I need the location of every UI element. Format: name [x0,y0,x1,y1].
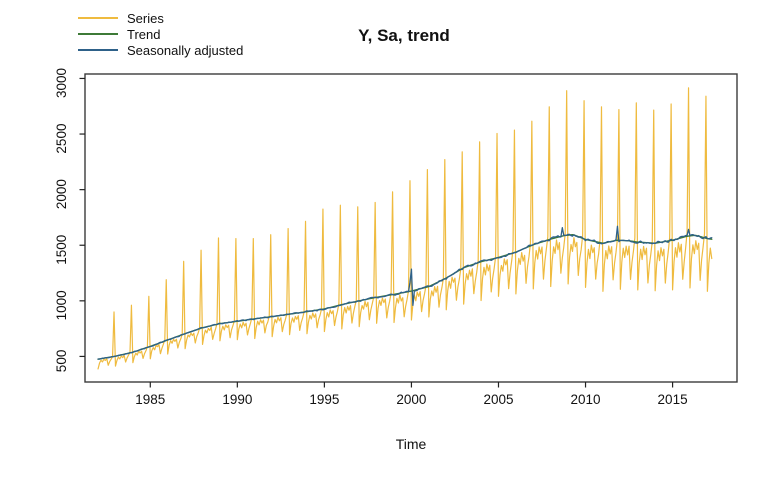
legend-item-trend: Trend [78,26,243,42]
y-tick-label: 3000 [54,68,69,98]
series-line-swatch [78,17,118,19]
legend-label-trend: Trend [127,26,161,42]
y-tick-label: 1000 [54,290,69,320]
trend-line-swatch [78,33,118,35]
x-tick-label: 1990 [222,392,252,407]
series-line [97,87,713,370]
x-tick-label: 2000 [396,392,426,407]
x-axis-label: Time [395,436,427,452]
x-tick-label: 2005 [483,392,513,407]
x-tick-label: 1985 [135,392,165,407]
y-tick-label: 2500 [54,124,69,154]
legend-item-seasonally-adjusted: Seasonally adjusted [78,42,243,58]
legend-label-seasonally-adjusted: Seasonally adjusted [127,42,244,58]
x-tick-label: 2010 [571,392,601,407]
y-tick-label: 2000 [54,179,69,209]
x-tick-label: 1995 [309,392,339,407]
seasonally-adjusted-line-swatch [78,49,118,51]
x-tick-label: 2015 [658,392,688,407]
y-tick-label: 1500 [54,235,69,265]
legend-item-series: Series [78,10,243,26]
seasonally-adjusted-line [97,225,713,360]
y-tick-label: 500 [54,350,69,373]
chart-legend: Series Trend Seasonally adjusted [78,10,243,58]
legend-label-series: Series [127,10,164,26]
chart-title: Y, Sa, trend [358,26,450,45]
